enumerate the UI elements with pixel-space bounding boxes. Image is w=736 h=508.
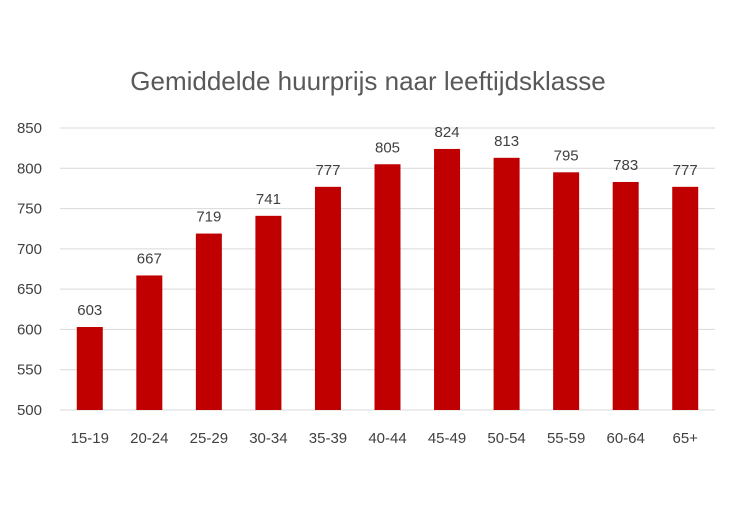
data-labels: 603 667 719 741 777 805 824 813 795 783 777 xyxy=(77,124,697,319)
data-label-15-19: 603 xyxy=(77,302,102,319)
data-label-65+: 777 xyxy=(673,162,698,179)
x-tick-label-25-29: 25-29 xyxy=(190,430,228,447)
bar-15-19 xyxy=(76,327,103,410)
bar-30-34 xyxy=(255,215,282,410)
data-label-45-49: 824 xyxy=(435,124,460,141)
bar-35-39 xyxy=(314,186,341,410)
x-tick-label-40-44: 40-44 xyxy=(368,430,406,447)
x-tick-label-30-34: 30-34 xyxy=(249,430,287,447)
data-label-35-39: 777 xyxy=(315,162,340,179)
y-tick-label: 750 xyxy=(17,201,42,218)
data-label-55-59: 795 xyxy=(554,147,579,164)
x-tick-label-45-49: 45-49 xyxy=(428,430,466,447)
x-tick-label-20-24: 20-24 xyxy=(130,430,168,447)
x-tick-label-55-59: 55-59 xyxy=(547,430,585,447)
x-tick-label-60-64: 60-64 xyxy=(606,430,644,447)
bar-20-24 xyxy=(136,275,163,410)
x-tick-label-50-54: 50-54 xyxy=(487,430,525,447)
bar-25-29 xyxy=(195,233,222,410)
bar-50-54 xyxy=(493,157,520,410)
y-tick-label: 650 xyxy=(17,281,42,298)
data-label-20-24: 667 xyxy=(137,250,162,267)
y-tick-label: 700 xyxy=(17,241,42,258)
y-tick-label: 500 xyxy=(17,402,42,419)
chart-title: Gemiddelde huurprijs naar leeftijdsklass… xyxy=(130,66,605,96)
x-tick-label-15-19: 15-19 xyxy=(71,430,109,447)
data-label-30-34: 741 xyxy=(256,191,281,208)
bar-40-44 xyxy=(374,164,401,410)
x-tick-label-35-39: 35-39 xyxy=(309,430,347,447)
y-tick-label: 800 xyxy=(17,160,42,177)
bar-60-64 xyxy=(612,181,639,410)
data-label-50-54: 813 xyxy=(494,133,519,150)
bars xyxy=(76,148,699,410)
bar-45-49 xyxy=(434,148,461,410)
y-tick-label: 550 xyxy=(17,362,42,379)
x-tick-label-65+: 65+ xyxy=(673,430,699,447)
y-axis-ticks: 500 550 600 650 700 750 800 850 xyxy=(17,120,42,419)
bar-65+ xyxy=(672,186,699,410)
data-label-60-64: 783 xyxy=(613,157,638,174)
bar-55-59 xyxy=(553,172,580,410)
y-tick-label: 850 xyxy=(17,120,42,137)
y-tick-label: 600 xyxy=(17,321,42,338)
data-label-40-44: 805 xyxy=(375,139,400,156)
x-axis-ticks: 15-19 20-24 25-29 30-34 35-39 40-44 45-49 50-54… xyxy=(71,430,699,447)
data-label-25-29: 719 xyxy=(196,209,221,226)
